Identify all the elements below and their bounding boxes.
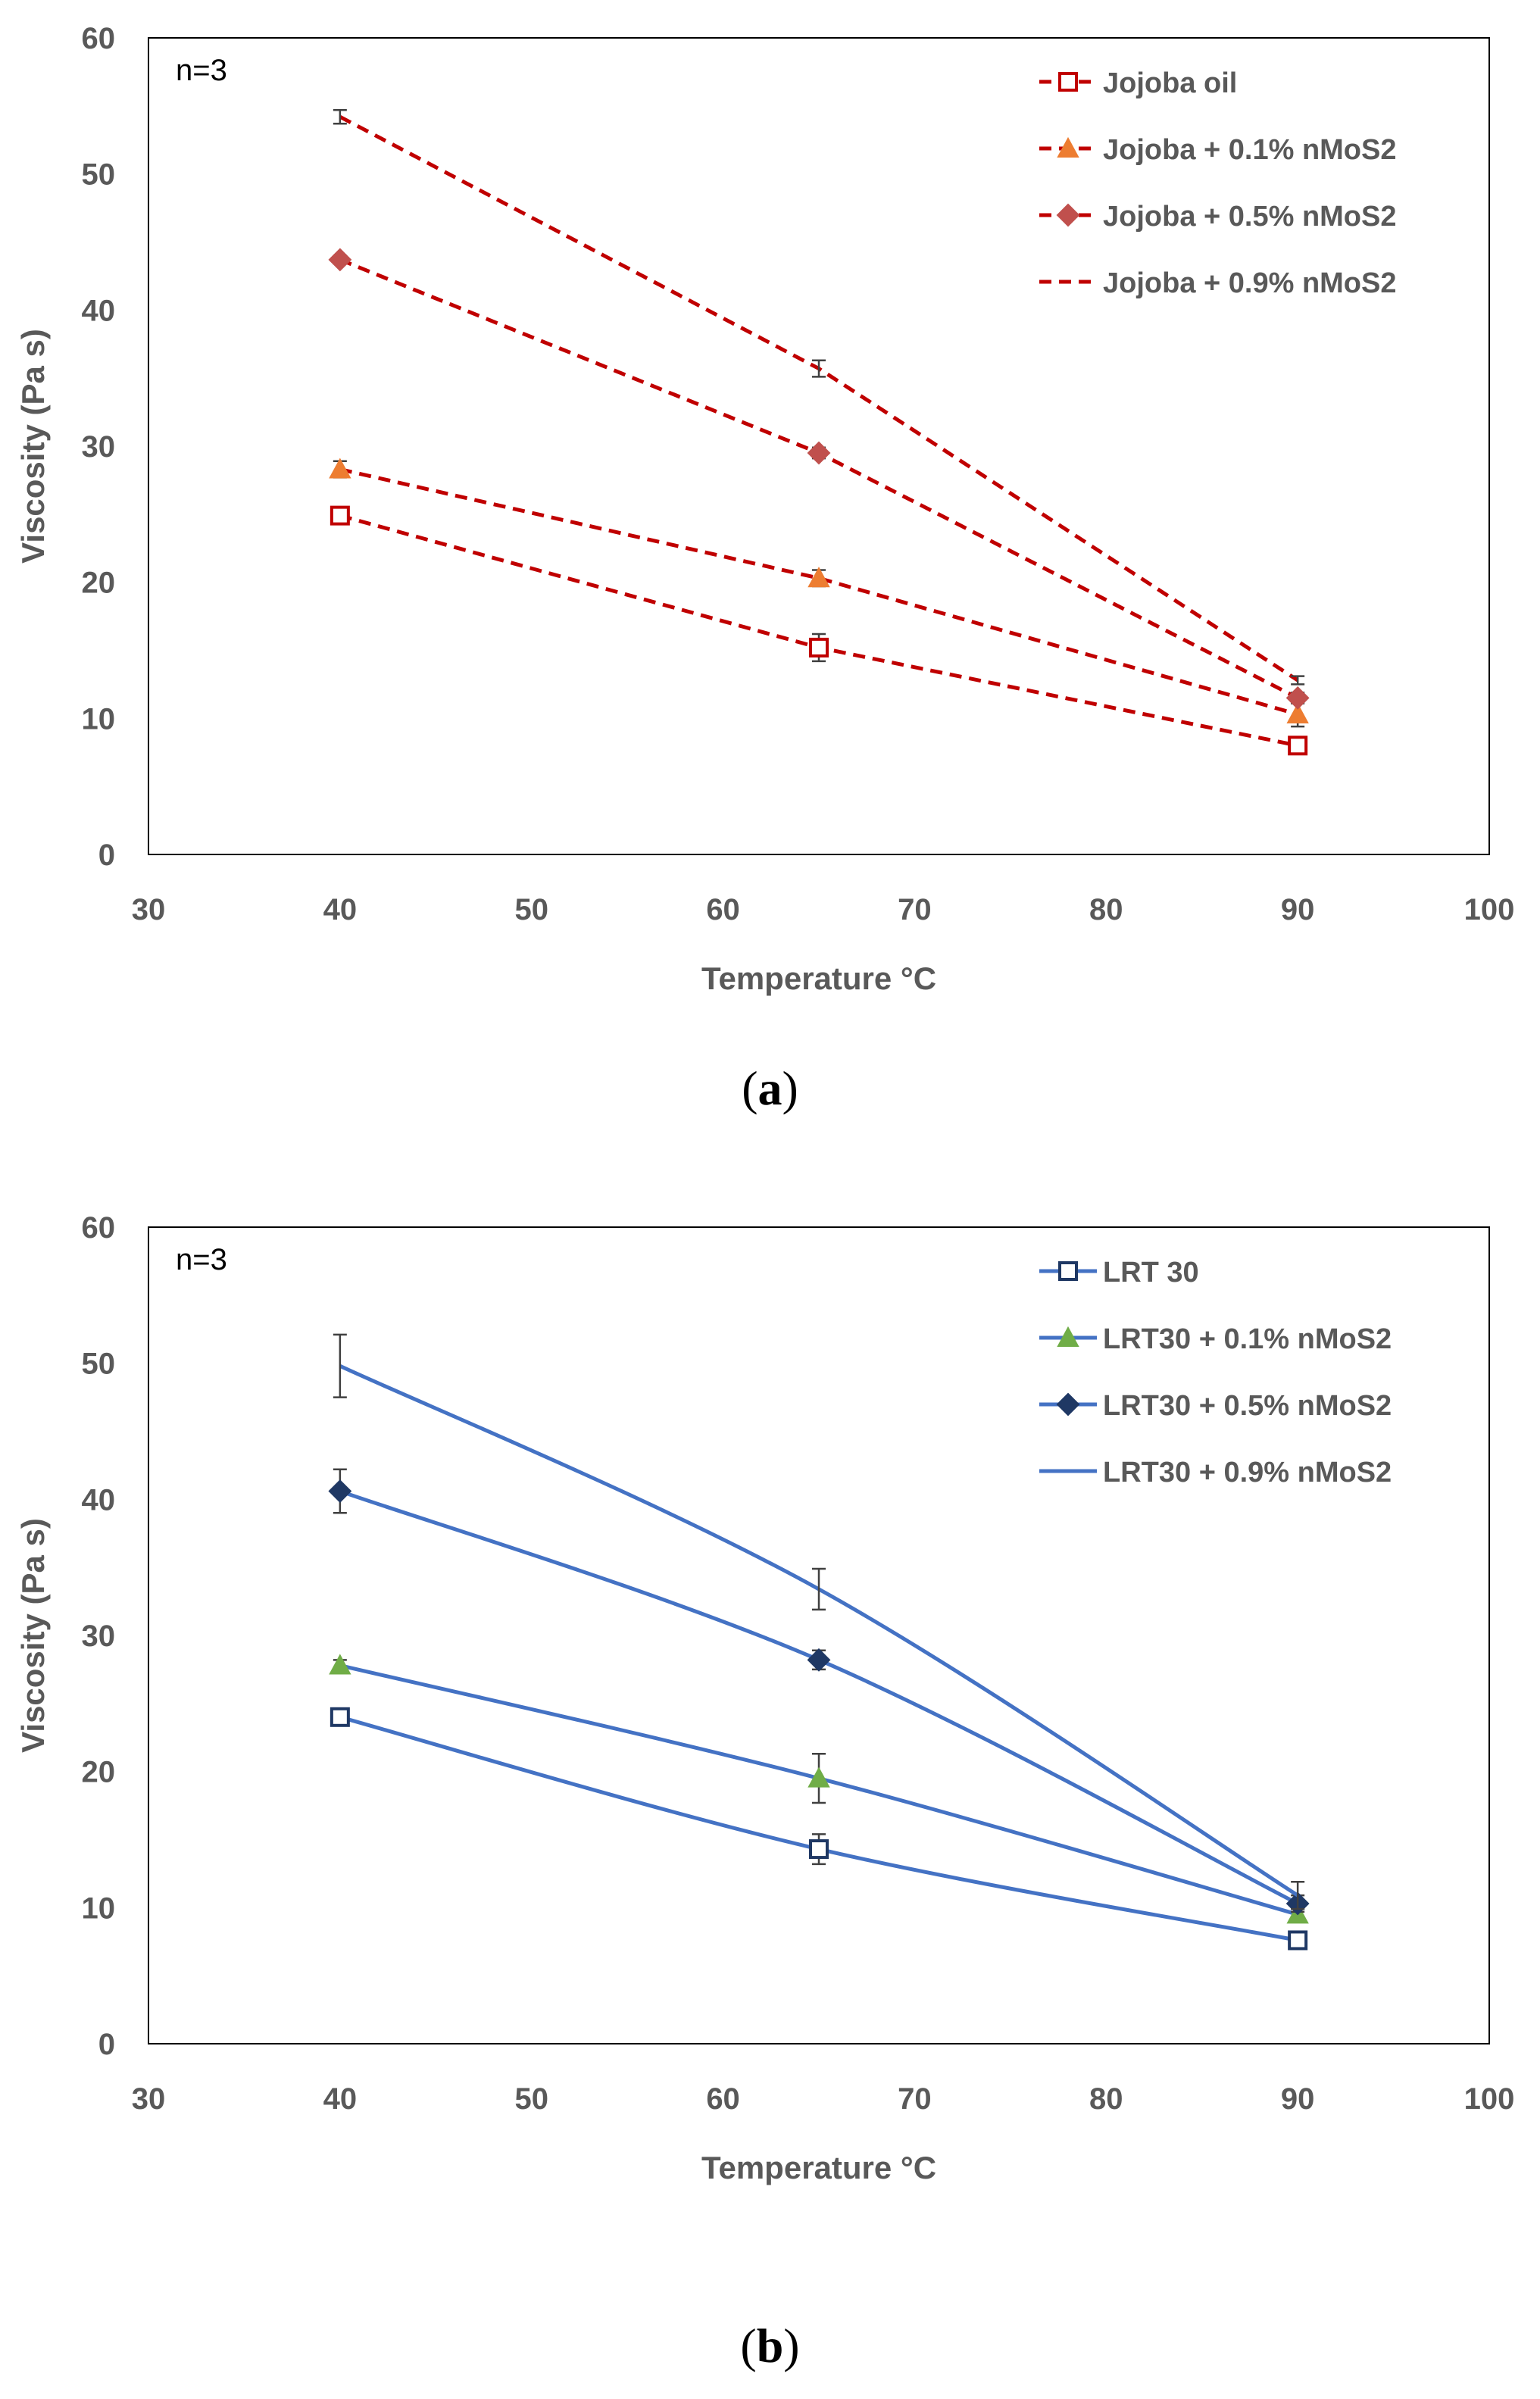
legend-marker (1057, 1326, 1079, 1347)
y-tick-label: 40 (82, 294, 116, 327)
caption-b-letter: b (756, 2319, 784, 2372)
legend-label: Jojoba + 0.9% nMoS2 (1103, 267, 1397, 299)
legend-label: Jojoba + 0.5% nMoS2 (1103, 201, 1397, 233)
chart-a-svg: 0 10 20 30 40 50 60 30 40 50 60 70 80 90 100 Temperatur… (15, 22, 1515, 996)
caption-b: (b) (0, 2318, 1540, 2374)
legend-label: Jojoba + 0.1% nMoS2 (1103, 134, 1397, 166)
x-tick-label: 100 (1464, 2082, 1515, 2116)
caption-a-open: ( (742, 1061, 758, 1115)
legend-marker (1056, 1392, 1080, 1417)
legend-label: LRT30 + 0.5% nMoS2 (1103, 1390, 1392, 1422)
data-point-marker (809, 1839, 829, 1860)
sample-size-annotation: n=3 (176, 1243, 227, 1276)
sample-size-annotation: n=3 (176, 54, 227, 87)
x-tick-label: 60 (706, 893, 740, 926)
y-tick-label: 60 (82, 1211, 116, 1245)
series-group (330, 1707, 1308, 1951)
y-tick-label: 50 (82, 158, 116, 192)
x-tick-label: 80 (1089, 893, 1123, 926)
x-axis-title: Temperature °C (701, 2150, 936, 2185)
data-point-marker (807, 1648, 831, 1672)
y-axis-title: Viscosity (Pa s) (15, 329, 51, 564)
series-line (339, 467, 1298, 717)
x-tick-label: 100 (1464, 893, 1515, 926)
y-tick-label: 40 (82, 1483, 116, 1517)
legend-label: LRT30 + 0.1% nMoS2 (1103, 1323, 1392, 1355)
x-tick-label: 60 (706, 2082, 740, 2116)
y-tick-label: 10 (82, 702, 116, 736)
y-tick-label: 30 (82, 1620, 116, 1653)
y-tick-label: 0 (98, 2028, 115, 2061)
legend-marker (1058, 72, 1078, 92)
data-point-marker (1285, 686, 1310, 710)
x-tick-label: 90 (1281, 893, 1315, 926)
plot-area-frame (148, 37, 1490, 855)
data-point-marker (328, 1479, 352, 1503)
x-tick-label: 80 (1089, 2082, 1123, 2116)
series-group (329, 1654, 1309, 1924)
legend-marker (1058, 1261, 1078, 1281)
chart-b-svg: 0 10 20 30 40 50 60 30 40 50 60 70 80 90 100 Temperatur… (15, 1211, 1515, 2185)
caption-b-open: ( (740, 2319, 757, 2372)
data-point-marker (329, 1654, 351, 1675)
y-tick-label: 30 (82, 430, 116, 464)
legend-label: LRT 30 (1103, 1257, 1199, 1289)
series-group (328, 248, 1310, 710)
plot-area-frame (148, 1226, 1490, 2044)
legend-marker (1057, 136, 1079, 158)
series-group (328, 1468, 1310, 1916)
series-line (339, 1363, 1299, 1898)
x-tick-label: 70 (898, 2082, 932, 2116)
data-point-marker (807, 1766, 830, 1788)
data-point-marker (328, 248, 352, 272)
data-point-marker (1288, 1930, 1308, 1951)
x-tick-label: 90 (1281, 2082, 1315, 2116)
x-tick-label: 30 (132, 2082, 166, 2116)
data-point-marker (807, 567, 830, 588)
x-tick-label: 40 (323, 2082, 358, 2116)
data-point-marker (330, 505, 350, 526)
data-point-marker (1286, 702, 1309, 723)
caption-a-close: ) (782, 1061, 798, 1115)
x-tick-label: 40 (323, 893, 358, 926)
data-point-marker (330, 1707, 350, 1727)
caption-b-close: ) (783, 2319, 800, 2372)
series-group (333, 1333, 1305, 1910)
data-point-marker (1288, 736, 1308, 756)
legend-label: Jojoba oil (1103, 67, 1237, 99)
y-axis-title: Viscosity (Pa s) (15, 1518, 51, 1753)
y-tick-label: 50 (82, 1348, 116, 1381)
legend-marker (1056, 203, 1080, 227)
caption-a-letter: a (758, 1061, 782, 1115)
chart-panel-b: 0 10 20 30 40 50 60 30 40 50 60 70 80 90 100 Temperatur… (0, 1189, 1540, 2356)
data-point-marker (809, 637, 829, 658)
series-group (333, 108, 1305, 686)
y-tick-label: 0 (98, 839, 115, 872)
y-tick-label: 60 (82, 22, 116, 55)
x-tick-label: 70 (898, 893, 932, 926)
x-tick-label: 30 (132, 893, 166, 926)
y-tick-label: 10 (82, 1891, 116, 1925)
x-tick-label: 50 (514, 893, 548, 926)
series-group (330, 505, 1308, 756)
series-line (339, 258, 1299, 700)
x-axis-title: Temperature °C (701, 961, 936, 996)
series-line (339, 514, 1298, 748)
legend-label: LRT30 + 0.9% nMoS2 (1103, 1457, 1392, 1488)
data-point-marker (329, 458, 351, 479)
y-tick-label: 20 (82, 1756, 116, 1789)
caption-a: (a) (0, 1060, 1540, 1117)
data-point-marker (807, 441, 831, 465)
x-tick-label: 50 (514, 2082, 548, 2116)
y-tick-label: 20 (82, 567, 116, 600)
series-group (329, 458, 1309, 728)
chart-panel-a: 0 10 20 30 40 50 60 30 40 50 60 70 80 90 100 Temperatur… (0, 0, 1540, 1167)
